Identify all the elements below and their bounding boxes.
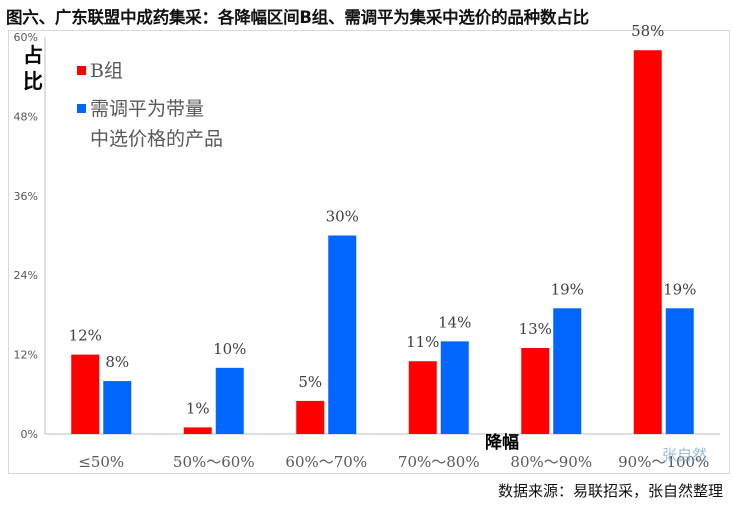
bar-b-group-0 [71, 354, 100, 434]
data-label: 12% [69, 327, 102, 345]
data-label: 58% [631, 22, 664, 40]
data-label: 5% [298, 373, 322, 391]
bar-b-group-1 [183, 427, 212, 434]
data-label: 30% [326, 208, 359, 226]
y-tick-label: 24% [14, 269, 38, 282]
legend-label-price-adjust-line2: 中选价格的产品 [90, 128, 223, 150]
bar-price-adjust-0 [103, 381, 132, 434]
y-tick-label: 60% [14, 31, 38, 44]
bar-price-adjust-3 [440, 341, 469, 434]
x-tick-label: 60%～70% [285, 453, 367, 471]
bar-price-adjust-2 [328, 235, 357, 434]
x-axis-title: 降幅 [485, 432, 519, 453]
legend-label-b-group: B组 [90, 60, 123, 82]
y-tick-label: 48% [14, 110, 38, 123]
chart-frame [8, 30, 730, 474]
data-label: 19% [663, 280, 696, 298]
x-tick-label: 70%～80% [398, 453, 480, 471]
x-tick-label: 80%～90% [510, 453, 592, 471]
bar-b-group-4 [521, 347, 550, 434]
bar-b-group-5 [633, 50, 662, 434]
data-source-note: 数据来源：易联招采，张自然整理 [497, 482, 723, 500]
data-label: 11% [406, 333, 439, 351]
chart-title: 图六、广东联盟中成药集采：各降幅区间B组、需调平为集采中选价的品种数占比 [6, 8, 589, 27]
data-label: 8% [105, 353, 129, 371]
data-label: 19% [551, 280, 584, 298]
y-axis-title-char: 占 [23, 43, 43, 67]
bar-b-group-2 [296, 400, 325, 434]
data-label: 1% [186, 399, 210, 417]
y-tick-label: 12% [14, 349, 38, 362]
x-tick-label: 50%～60% [173, 453, 255, 471]
legend-swatch-price-adjust [77, 104, 86, 113]
y-tick-label: 0% [21, 428, 38, 441]
data-label: 10% [213, 340, 246, 358]
bar-price-adjust-1 [215, 367, 244, 434]
data-label: 14% [438, 313, 471, 331]
legend-label-price-adjust-line1: 需调平为带量 [90, 98, 204, 120]
y-axis-title-char: 比 [23, 69, 43, 93]
bar-price-adjust-4 [553, 308, 582, 434]
x-tick-label: ≤50% [78, 453, 124, 471]
bar-b-group-3 [408, 361, 437, 434]
x-tick-label: 90%～100% [618, 453, 709, 471]
legend-swatch-b-group [77, 66, 86, 75]
bar-price-adjust-5 [665, 308, 694, 434]
data-label: 13% [519, 320, 552, 338]
y-tick-label: 36% [14, 190, 38, 203]
watermark: 张自然 [662, 446, 708, 464]
